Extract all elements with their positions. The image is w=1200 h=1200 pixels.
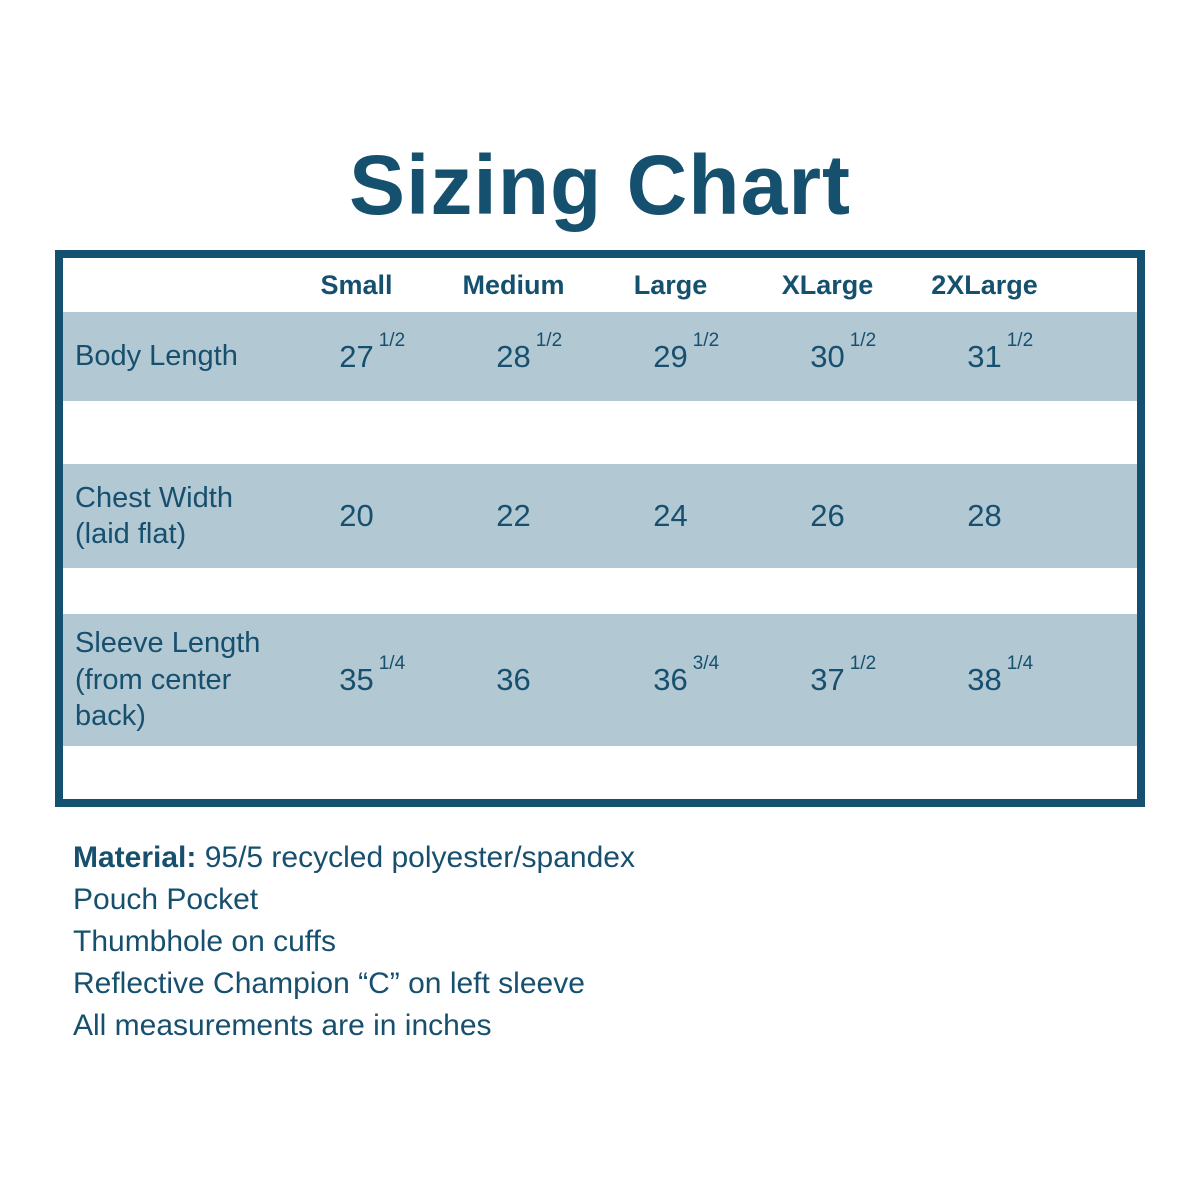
row-spacer bbox=[63, 401, 1137, 465]
column-header-large: Large bbox=[633, 269, 708, 300]
note-reflective-c: Reflective Champion “C” on left sleeve bbox=[73, 967, 585, 1001]
note-material: Material: 95/5 recycled polyester/spande… bbox=[73, 837, 1200, 879]
cell-chest-width-small: 20 bbox=[278, 498, 435, 534]
cell-sleeve-length-small: 35 1/4 bbox=[278, 653, 435, 698]
value-fraction: 1/2 bbox=[692, 329, 720, 351]
note-thumbhole: Thumbhole on cuffs bbox=[73, 925, 336, 959]
value-main: 20 bbox=[339, 498, 374, 534]
cell-chest-width-xlarge: 26 bbox=[749, 498, 906, 534]
value-fraction: 1/2 bbox=[849, 329, 877, 351]
value-main: 27 bbox=[339, 338, 374, 374]
sizing-table: Small Medium Large XLarge 2XLarge Body L… bbox=[55, 250, 1145, 808]
material-value: 95/5 recycled polyester/spandex bbox=[196, 841, 635, 875]
value-main: 30 bbox=[810, 338, 845, 374]
cell-sleeve-length-medium: 36 bbox=[435, 662, 592, 698]
value-fraction: 1/2 bbox=[378, 329, 406, 351]
row-label-body-length: Body Length bbox=[75, 340, 238, 373]
cell-body-length-large: 29 1/2 bbox=[592, 330, 749, 375]
value-main: 28 bbox=[967, 498, 1002, 534]
row-label-sleeve-length: Sleeve Length (from center back) bbox=[75, 627, 261, 733]
product-notes: Material: 95/5 recycled polyester/spande… bbox=[73, 837, 1200, 1047]
page-title: Sizing Chart bbox=[348, 138, 851, 232]
column-header-medium: Medium bbox=[462, 269, 565, 300]
value-fraction: 1/4 bbox=[1006, 653, 1034, 675]
value-main: 36 bbox=[653, 662, 688, 698]
column-header-xlarge: XLarge bbox=[781, 269, 874, 300]
cell-chest-width-large: 24 bbox=[592, 498, 749, 534]
table-row-sleeve-length: Sleeve Length (from center back) 35 1/4 3… bbox=[63, 614, 1137, 747]
value-main: 28 bbox=[496, 338, 531, 374]
value-main: 38 bbox=[967, 662, 1002, 698]
column-header-small: Small bbox=[320, 269, 393, 300]
cell-body-length-2xlarge: 31 1/2 bbox=[906, 330, 1063, 375]
material-label: Material: bbox=[73, 841, 197, 875]
value-main: 29 bbox=[653, 338, 688, 374]
value-fraction: 1/2 bbox=[1006, 329, 1034, 351]
note-measurements: All measurements are in inches bbox=[73, 1009, 492, 1043]
value-main: 36 bbox=[496, 662, 531, 698]
note-pouch-pocket: Pouch Pocket bbox=[73, 883, 259, 917]
cell-sleeve-length-xlarge: 37 1/2 bbox=[749, 653, 906, 698]
table-row-body-length: Body Length 27 1/2 28 1/2 29 1/2 30 1/2 31 1/… bbox=[63, 312, 1137, 402]
value-fraction: 1/4 bbox=[378, 653, 406, 675]
column-header-2xlarge: 2XLarge bbox=[931, 269, 1038, 300]
value-main: 26 bbox=[810, 498, 845, 534]
value-main: 37 bbox=[810, 662, 845, 698]
value-main: 24 bbox=[653, 498, 688, 534]
table-row-chest-width: Chest Width (laid flat) 20 22 24 26 28 bbox=[63, 464, 1137, 569]
value-main: 22 bbox=[496, 498, 531, 534]
cell-body-length-medium: 28 1/2 bbox=[435, 330, 592, 375]
cell-sleeve-length-large: 36 3/4 bbox=[592, 653, 749, 698]
value-main: 31 bbox=[967, 338, 1002, 374]
table-header-row: Small Medium Large XLarge 2XLarge bbox=[63, 258, 1137, 312]
value-main: 35 bbox=[339, 662, 374, 698]
cell-body-length-small: 27 1/2 bbox=[278, 330, 435, 375]
cell-sleeve-length-2xlarge: 38 1/4 bbox=[906, 653, 1063, 698]
cell-body-length-xlarge: 30 1/2 bbox=[749, 330, 906, 375]
row-spacer bbox=[63, 568, 1137, 615]
value-fraction: 3/4 bbox=[692, 653, 720, 675]
cell-chest-width-medium: 22 bbox=[435, 498, 592, 534]
cell-chest-width-2xlarge: 28 bbox=[906, 498, 1063, 534]
row-spacer bbox=[63, 746, 1137, 800]
value-fraction: 1/2 bbox=[535, 329, 563, 351]
value-fraction: 1/2 bbox=[849, 653, 877, 675]
row-label-chest-width: Chest Width (laid flat) bbox=[75, 481, 233, 551]
